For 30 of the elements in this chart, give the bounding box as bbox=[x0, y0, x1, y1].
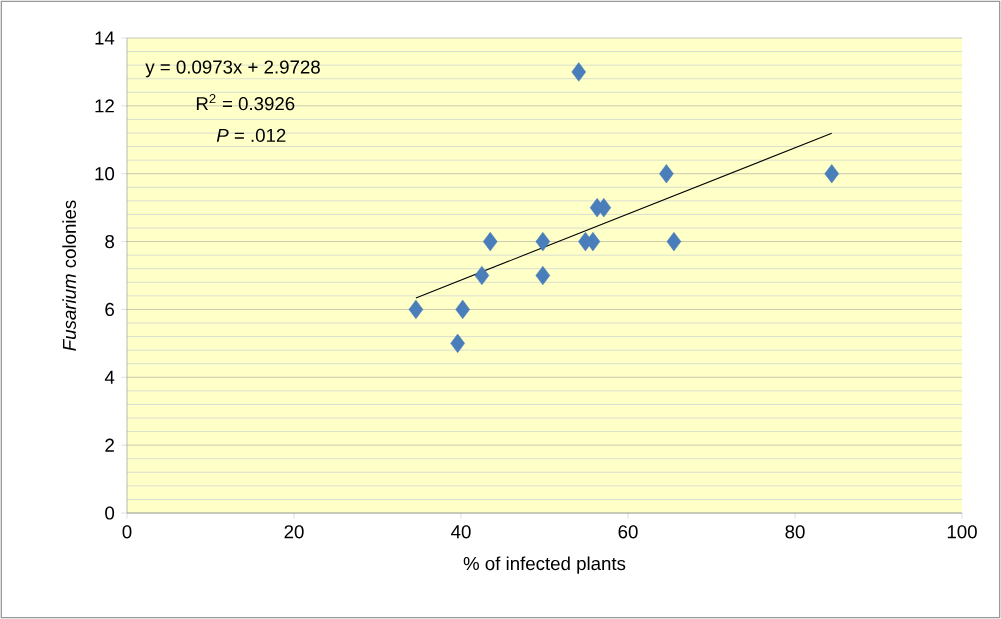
y-tick-label: 14 bbox=[95, 31, 115, 45]
y-tick-label: 8 bbox=[105, 234, 115, 249]
y-tick-label: 4 bbox=[104, 370, 115, 384]
x-tick-label: 40 bbox=[451, 525, 471, 539]
annotation: y = 0.0973x + 2.9728 bbox=[145, 60, 320, 78]
x-tick-label: 80 bbox=[785, 525, 805, 539]
point bbox=[455, 299, 470, 320]
point bbox=[408, 299, 424, 320]
x-tick-label: 20 bbox=[284, 525, 304, 539]
y-tick-label: 10 bbox=[95, 167, 115, 181]
y-tick-label: 0 bbox=[105, 506, 115, 520]
x-axis-title: % of infected plants bbox=[463, 556, 626, 574]
point bbox=[474, 265, 490, 286]
point bbox=[571, 62, 587, 82]
annotation: R$^{2}$ = 0.3926 bbox=[196, 93, 295, 111]
point bbox=[482, 231, 498, 252]
y-tick-label: 6 bbox=[105, 302, 114, 317]
point bbox=[666, 231, 682, 252]
point bbox=[659, 164, 674, 184]
y-tick-label: 12 bbox=[95, 99, 114, 113]
y-axis-title: Fusarium colonies bbox=[62, 200, 77, 351]
x-tick-label: 100 bbox=[947, 525, 977, 539]
point bbox=[535, 265, 551, 286]
point bbox=[535, 231, 551, 252]
y-tick-label: 2 bbox=[105, 438, 114, 452]
annotation: P = .012 bbox=[216, 128, 286, 142]
point bbox=[824, 164, 840, 184]
point bbox=[450, 333, 465, 353]
x-tick-label: 0 bbox=[122, 525, 132, 539]
x-tick-label: 60 bbox=[618, 525, 638, 539]
